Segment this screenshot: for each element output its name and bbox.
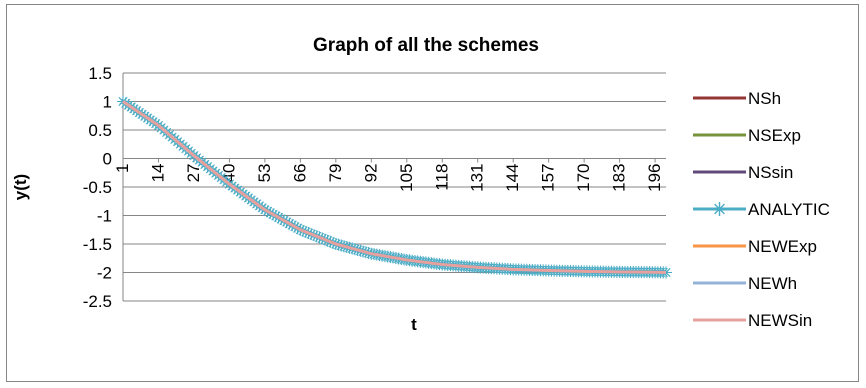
legend-item-newexp: NEWExp (693, 237, 817, 256)
x-tick-label: 144 (503, 164, 522, 192)
y-tick-label: -2.5 (83, 292, 112, 311)
series-lines (117, 95, 672, 279)
legend-label: ANALYTIC (748, 200, 830, 219)
x-tick-label: 79 (326, 164, 345, 183)
x-tick-label: 27 (184, 164, 203, 183)
x-tick-label: 196 (645, 164, 664, 192)
x-tick-label: 131 (468, 164, 487, 192)
legend-label: NSh (748, 89, 781, 108)
y-tick-label: 0 (103, 150, 112, 169)
legend-marker (712, 202, 727, 216)
y-tick-label: 1 (103, 93, 112, 112)
x-tick-label: 1 (113, 164, 132, 173)
x-tick-label: 118 (432, 164, 451, 191)
x-tick-label: 183 (610, 164, 629, 192)
legend-label: NSsin (748, 163, 793, 182)
y-tick-label: 0.5 (88, 121, 112, 140)
legend-label: NSExp (748, 126, 801, 145)
legend-label: NEWSin (748, 311, 812, 330)
legend-item-analytic: ANALYTIC (693, 200, 830, 219)
x-tick-label: 92 (361, 164, 380, 183)
x-tick-label: 157 (539, 164, 558, 192)
axes: 1.510.50-0.5-1-1.5-2-2.51 14 27 40 53 66 79 92 1… (83, 64, 666, 311)
legend-label: NEWh (748, 274, 797, 293)
legend-label: NEWExp (748, 237, 817, 256)
legend-item-nssin: NSsin (693, 163, 793, 182)
chart-title: Graph of all the schemes (313, 35, 539, 56)
legend-item-newh: NEWh (693, 274, 797, 293)
series-newsin-line (122, 100, 667, 274)
x-tick-label: 14 (148, 164, 167, 183)
x-tick-label: 66 (290, 164, 309, 183)
y-tick-label: -1 (97, 207, 112, 226)
y-tick-label: -0.5 (83, 178, 112, 197)
x-tick-label: 53 (255, 164, 274, 183)
y-tick-label: -1.5 (83, 235, 112, 254)
y-tick-label: 1.5 (88, 64, 112, 83)
legend-item-nsh: NSh (693, 89, 781, 108)
x-tick-label: 170 (574, 164, 593, 192)
x-tick-label: 105 (397, 164, 416, 192)
y-axis-title: y(t) (11, 174, 30, 200)
legend: NSh NSExp NSsin ANALYTIC NEWExp NEWh NEWSin (693, 89, 830, 330)
legend-item-nsexp: NSExp (693, 126, 801, 145)
y-tick-label: -2 (97, 264, 112, 283)
x-axis-title: t (411, 315, 417, 334)
legend-item-newsin: NEWSin (693, 311, 812, 330)
gridlines (123, 72, 666, 302)
